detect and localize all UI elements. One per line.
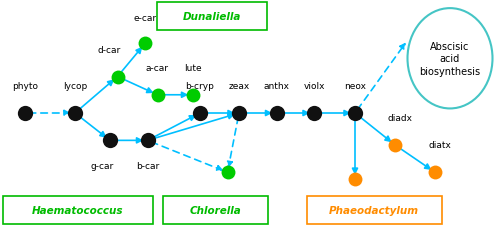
Text: Dunaliella: Dunaliella [182,12,240,22]
FancyBboxPatch shape [306,196,442,224]
Text: neox: neox [344,82,366,91]
Text: a-car: a-car [146,64,169,73]
Text: anthx: anthx [264,82,289,91]
FancyBboxPatch shape [2,196,152,224]
Text: violx: violx [303,82,325,91]
Text: diadx: diadx [388,114,412,123]
Text: Abscisic
acid
biosynthesis: Abscisic acid biosynthesis [420,42,480,76]
Text: lycop: lycop [63,82,87,91]
Text: e-car: e-car [134,14,156,23]
Text: astax: astax [215,195,240,204]
Text: zeax: zeax [228,82,250,91]
Text: b-cryp: b-cryp [186,82,214,91]
Text: diatx: diatx [428,141,452,150]
Text: d-car: d-car [98,45,120,54]
Text: phyto: phyto [12,82,38,91]
FancyBboxPatch shape [156,3,266,31]
Text: Haematococcus: Haematococcus [32,205,123,215]
Text: Chlorella: Chlorella [189,205,241,215]
Text: g-car: g-car [91,161,114,170]
Text: lute: lute [184,64,202,73]
Text: Phaeodactylum: Phaeodactylum [329,205,419,215]
Text: fucox: fucox [342,202,367,211]
FancyBboxPatch shape [162,196,268,224]
Text: b-car: b-car [136,161,159,170]
